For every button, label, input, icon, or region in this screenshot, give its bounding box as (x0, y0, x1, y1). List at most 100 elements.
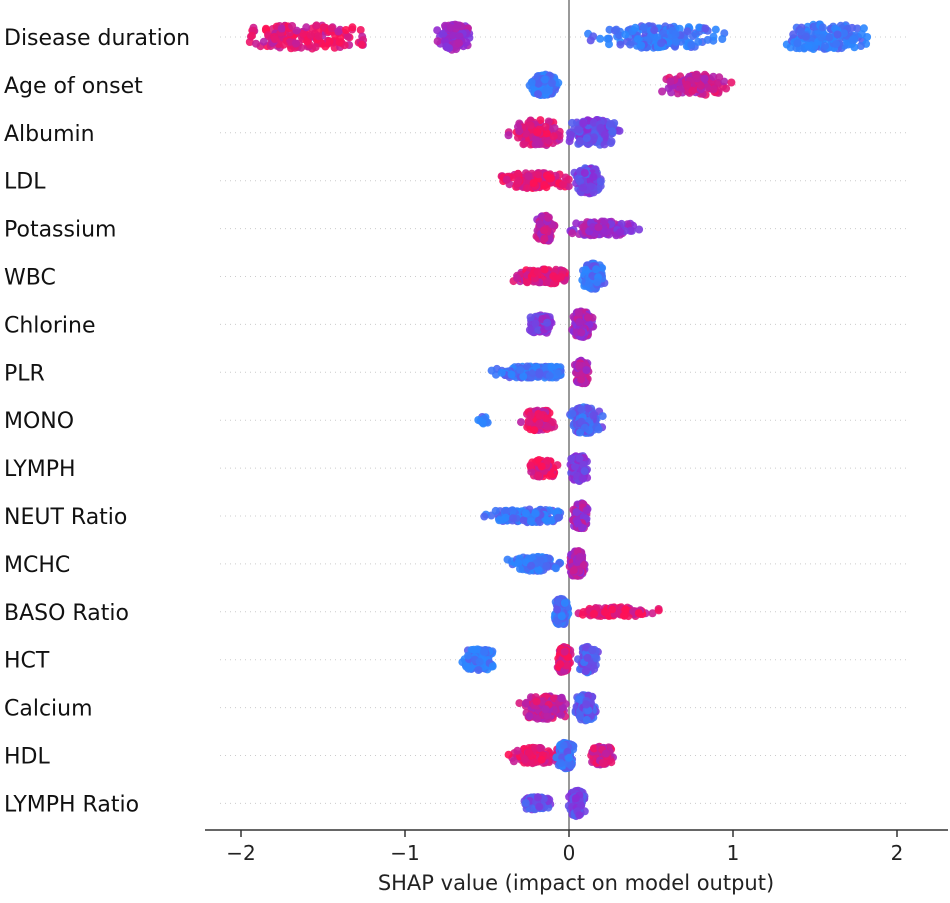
shap-point (544, 213, 553, 222)
shap-point (600, 217, 609, 226)
shap-point (825, 33, 834, 42)
shap-point (797, 27, 805, 36)
shap-point (270, 35, 279, 43)
shap-point (695, 23, 704, 32)
shap-point (582, 715, 591, 724)
shap-point (612, 25, 621, 34)
shap-point (527, 561, 536, 570)
shap-point (682, 80, 691, 89)
shap-point (514, 122, 522, 131)
shap-point (311, 43, 320, 52)
shap-point (503, 555, 512, 564)
shap-point (520, 755, 529, 764)
shap-point (252, 39, 260, 48)
shap-point (291, 39, 300, 48)
shap-point (833, 30, 842, 39)
shap-point (549, 132, 558, 141)
shap-point (507, 370, 516, 379)
shap-point (600, 130, 609, 139)
shap-point (671, 30, 680, 39)
shap-point (581, 265, 590, 274)
shap-point (455, 39, 463, 48)
shap-point (683, 27, 692, 36)
shap-point (857, 30, 866, 39)
shap-point (568, 229, 577, 238)
shap-point (535, 802, 544, 811)
shap-point (565, 753, 574, 762)
shap-point (573, 519, 582, 528)
shap-point (557, 694, 566, 703)
shap-point (530, 426, 539, 435)
shap-point (654, 606, 663, 615)
shap-point (288, 22, 297, 30)
shap-point (560, 599, 569, 607)
shap-point (608, 605, 617, 614)
shap-point (711, 25, 720, 34)
shap-point (703, 83, 712, 92)
shap-point (586, 36, 595, 45)
shap-point (582, 366, 591, 375)
shap-point (567, 761, 576, 770)
shap-point (696, 81, 705, 90)
shap-point (832, 40, 841, 48)
shap-point (312, 21, 321, 30)
shap-point (554, 513, 563, 522)
shap-point (575, 137, 584, 145)
shap-point (848, 36, 857, 45)
shap-point (306, 31, 315, 40)
shap-point (469, 645, 478, 654)
shap-point (448, 31, 457, 40)
shap-point (715, 73, 724, 82)
shap-point (594, 425, 603, 434)
shap-point (534, 471, 543, 480)
shap-point (536, 116, 545, 125)
shap-point (722, 84, 731, 93)
shap-point (818, 23, 827, 32)
shap-point (566, 130, 575, 139)
shap-point (578, 183, 587, 192)
shap-point (639, 23, 648, 32)
shap-point (578, 474, 587, 483)
shap-point (358, 40, 366, 49)
shap-point (433, 26, 442, 35)
shap-point (529, 179, 538, 187)
shap-point (688, 86, 697, 95)
shap-point (603, 34, 612, 43)
shap-point (453, 21, 462, 30)
shap-point (580, 423, 589, 432)
shap-point (584, 280, 593, 288)
shap-point (620, 611, 628, 620)
shap-point (302, 23, 311, 32)
shap-point (853, 24, 862, 33)
shap-point (575, 552, 584, 561)
shap-point (635, 225, 644, 234)
shap-point (727, 78, 736, 87)
shap-point (508, 514, 517, 523)
shap-point (519, 140, 528, 149)
shap-point (474, 416, 483, 424)
shap-point (596, 123, 605, 132)
shap-point (277, 24, 286, 33)
shap-point (657, 39, 666, 48)
shap-point (583, 653, 592, 662)
shap-point (513, 746, 522, 755)
shap-point (474, 666, 483, 674)
shap-point (577, 328, 586, 337)
shap-point (535, 370, 544, 379)
shap-point (634, 609, 643, 618)
shap-point (596, 34, 605, 43)
shap-point (526, 461, 535, 470)
shap-point (600, 140, 609, 149)
shap-point (793, 39, 802, 48)
shap-point (525, 325, 534, 334)
shap-point (817, 33, 826, 42)
shap-point (540, 75, 549, 84)
shap-point (557, 759, 565, 768)
shap-point (590, 609, 598, 618)
shap-point (516, 365, 525, 374)
shap-point (553, 369, 562, 378)
shap-point (513, 274, 522, 283)
shap-point (475, 657, 484, 666)
shap-point (568, 118, 577, 127)
shap-point (548, 79, 556, 87)
